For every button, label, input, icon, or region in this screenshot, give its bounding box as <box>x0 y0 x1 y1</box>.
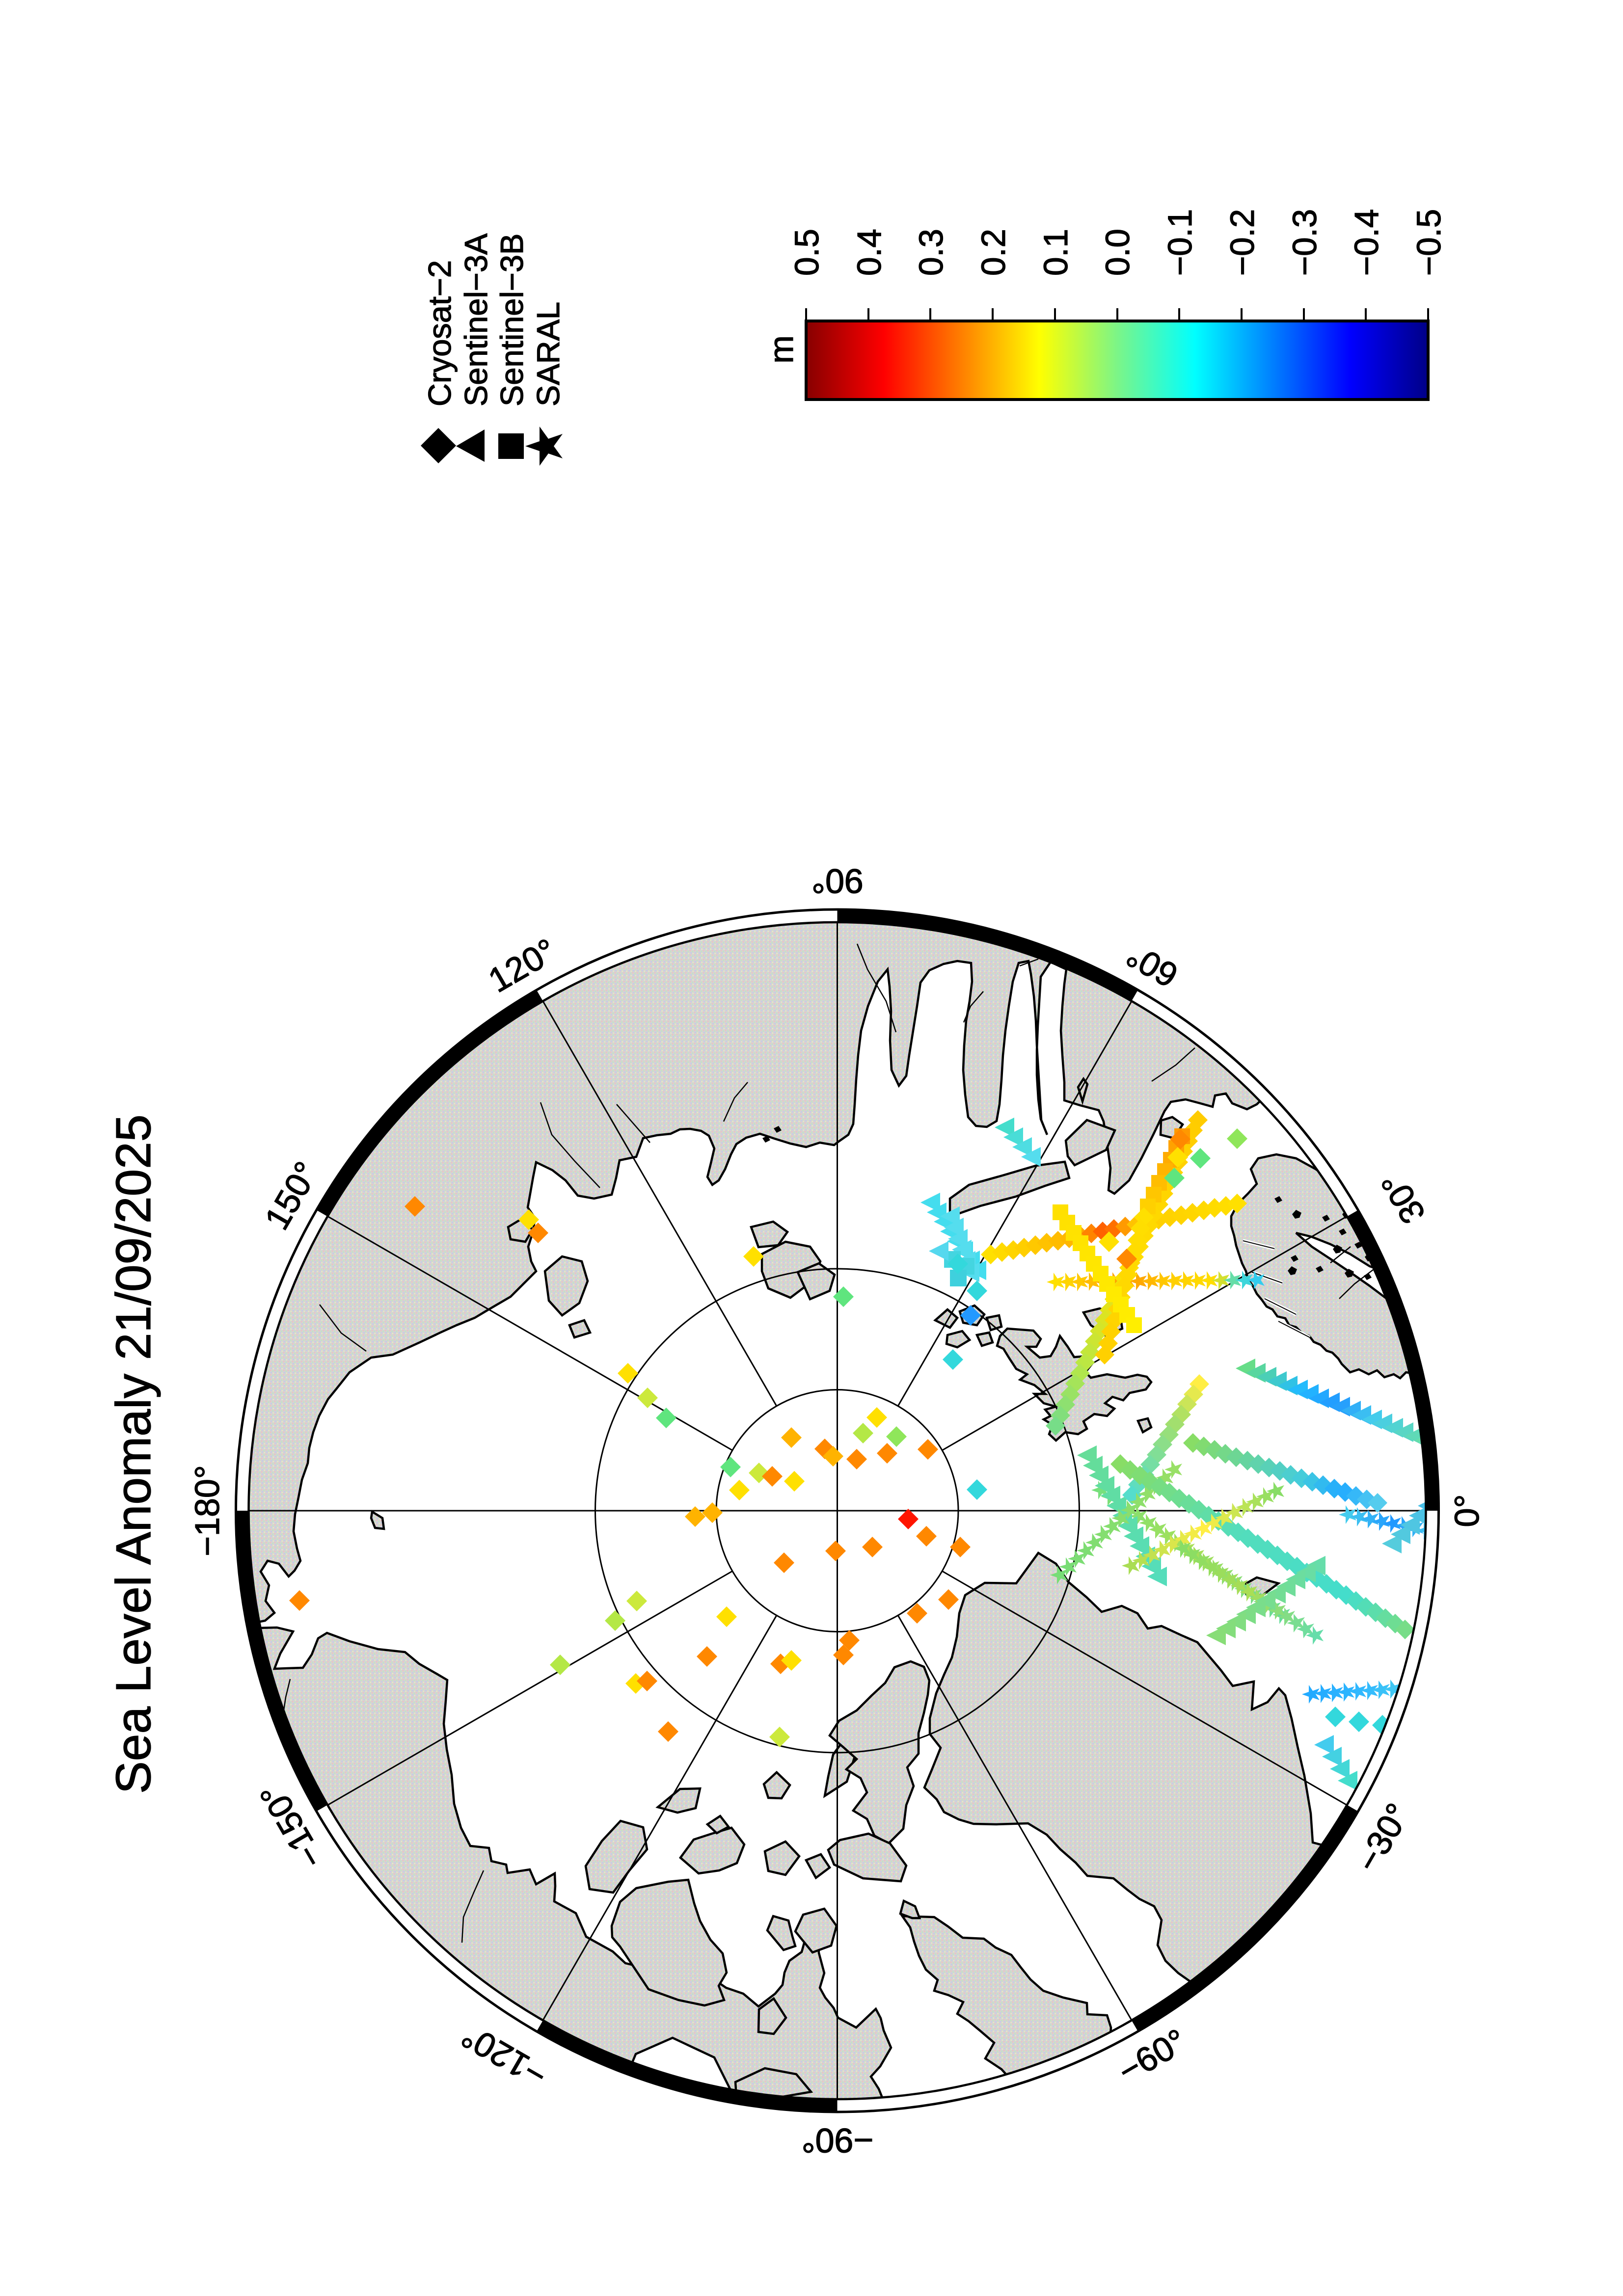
svg-text:0.0: 0.0 <box>1099 229 1136 276</box>
svg-text:Sentinel−3A: Sentinel−3A <box>458 233 494 406</box>
svg-text:SARAL: SARAL <box>530 302 566 406</box>
svg-text:90°: 90° <box>812 862 864 900</box>
svg-text:−0.4: −0.4 <box>1348 209 1385 276</box>
svg-text:Sea Level Anomaly 21/09/2025: Sea Level Anomaly 21/09/2025 <box>106 1115 161 1794</box>
svg-text:−0.2: −0.2 <box>1223 209 1261 276</box>
svg-text:0.2: 0.2 <box>974 229 1012 276</box>
svg-text:−0.1: −0.1 <box>1161 209 1199 276</box>
svg-text:−90°: −90° <box>802 2121 874 2160</box>
svg-text:0.3: 0.3 <box>912 229 950 276</box>
svg-text:−180°: −180° <box>188 1465 226 1556</box>
svg-text:0°: 0° <box>1448 1495 1486 1527</box>
svg-text:Sentinel−3B: Sentinel−3B <box>494 234 530 406</box>
svg-text:m: m <box>762 335 800 363</box>
svg-text:0.5: 0.5 <box>788 229 826 276</box>
svg-text:0.1: 0.1 <box>1037 229 1075 276</box>
svg-text:−0.5: −0.5 <box>1410 209 1448 276</box>
svg-text:−0.3: −0.3 <box>1286 209 1324 276</box>
svg-text:0.4: 0.4 <box>850 229 888 276</box>
svg-text:Cryosat−2: Cryosat−2 <box>422 260 458 406</box>
